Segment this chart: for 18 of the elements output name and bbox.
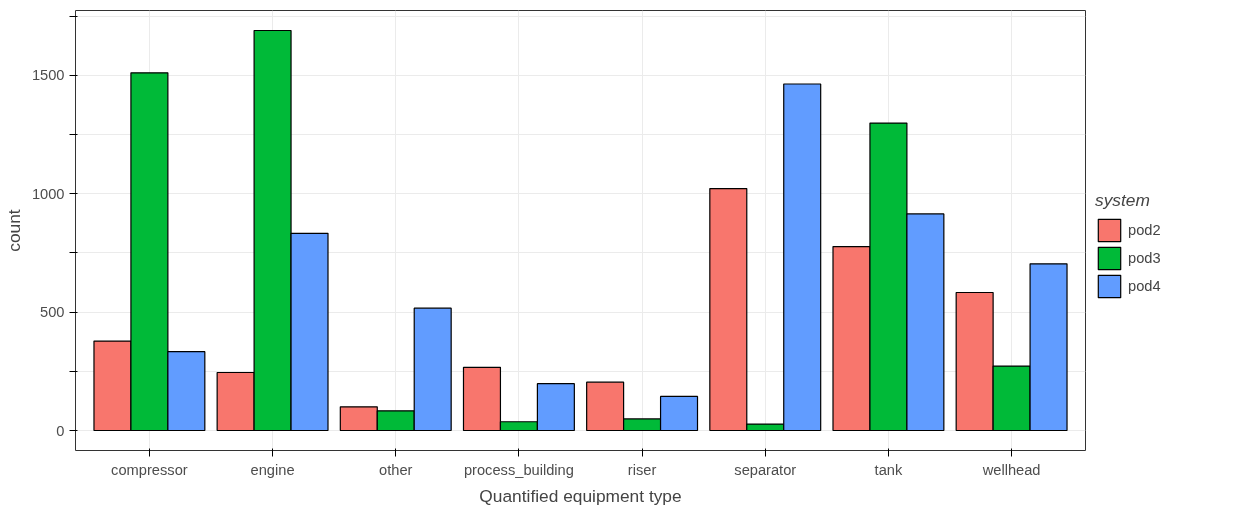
y-tick-label: 1500 [31, 67, 65, 84]
y-tick-label: 500 [40, 304, 65, 321]
y-tick-label: 1000 [31, 185, 65, 202]
x-tick-label: engine [250, 461, 295, 478]
x-axis-title: Quantified equipment type [479, 485, 682, 506]
x-tick-label: process_building [463, 461, 574, 478]
x-tick-label: wellhead [981, 461, 1041, 478]
legend-label: pod2 [1128, 222, 1161, 238]
x-tick-label: compressor [111, 461, 188, 478]
legend-label: pod4 [1128, 278, 1161, 294]
legend-title: system [1095, 190, 1151, 211]
x-tick-label: other [379, 461, 413, 478]
x-tick-label: riser [627, 461, 657, 478]
y-tick-label: 0 [56, 422, 65, 439]
y-axis-title: count [3, 209, 24, 252]
x-tick-label: tank [874, 461, 903, 478]
x-tick-label: separator [734, 461, 797, 478]
legend-label: pod3 [1128, 250, 1161, 266]
